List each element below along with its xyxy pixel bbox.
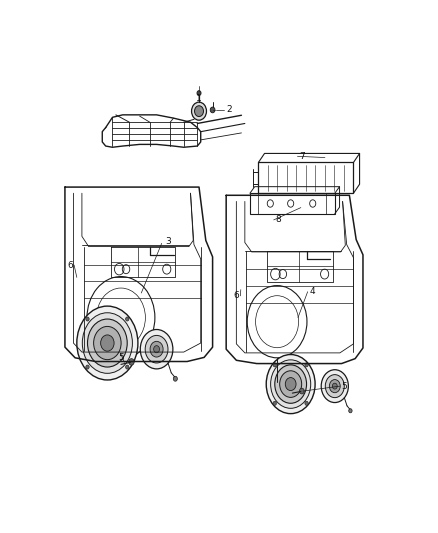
- Bar: [250, 193, 335, 214]
- Circle shape: [77, 306, 138, 380]
- Circle shape: [349, 409, 352, 413]
- Circle shape: [94, 326, 121, 360]
- Circle shape: [173, 376, 177, 381]
- Circle shape: [86, 317, 89, 321]
- Circle shape: [154, 345, 159, 353]
- Circle shape: [280, 371, 302, 398]
- Circle shape: [101, 335, 114, 351]
- Circle shape: [271, 360, 311, 408]
- Circle shape: [332, 383, 337, 389]
- Bar: [258, 163, 353, 193]
- Text: 6: 6: [233, 292, 239, 300]
- Circle shape: [305, 363, 308, 367]
- Text: 6: 6: [67, 261, 73, 270]
- Text: 4: 4: [309, 287, 315, 296]
- Circle shape: [273, 401, 276, 406]
- Circle shape: [82, 313, 132, 373]
- Circle shape: [275, 365, 307, 403]
- Text: 5: 5: [118, 353, 124, 362]
- Circle shape: [140, 329, 173, 369]
- Text: 5: 5: [342, 382, 347, 391]
- Circle shape: [150, 341, 163, 357]
- Circle shape: [305, 401, 308, 406]
- Circle shape: [194, 106, 204, 117]
- Circle shape: [126, 317, 129, 321]
- Text: 3: 3: [166, 237, 171, 246]
- Text: 8: 8: [276, 215, 281, 224]
- Circle shape: [273, 363, 276, 367]
- Circle shape: [126, 365, 129, 369]
- Circle shape: [210, 107, 215, 113]
- Text: 1: 1: [196, 94, 202, 103]
- Circle shape: [321, 370, 348, 402]
- Circle shape: [197, 91, 201, 95]
- Circle shape: [285, 377, 296, 391]
- Circle shape: [145, 335, 168, 363]
- Text: 2: 2: [226, 106, 232, 115]
- Text: 7: 7: [299, 152, 305, 161]
- Circle shape: [266, 354, 315, 414]
- Circle shape: [329, 379, 340, 393]
- Circle shape: [88, 319, 127, 367]
- Circle shape: [86, 365, 89, 369]
- Circle shape: [129, 359, 134, 365]
- Circle shape: [300, 388, 304, 394]
- Circle shape: [325, 375, 344, 398]
- Circle shape: [191, 102, 206, 120]
